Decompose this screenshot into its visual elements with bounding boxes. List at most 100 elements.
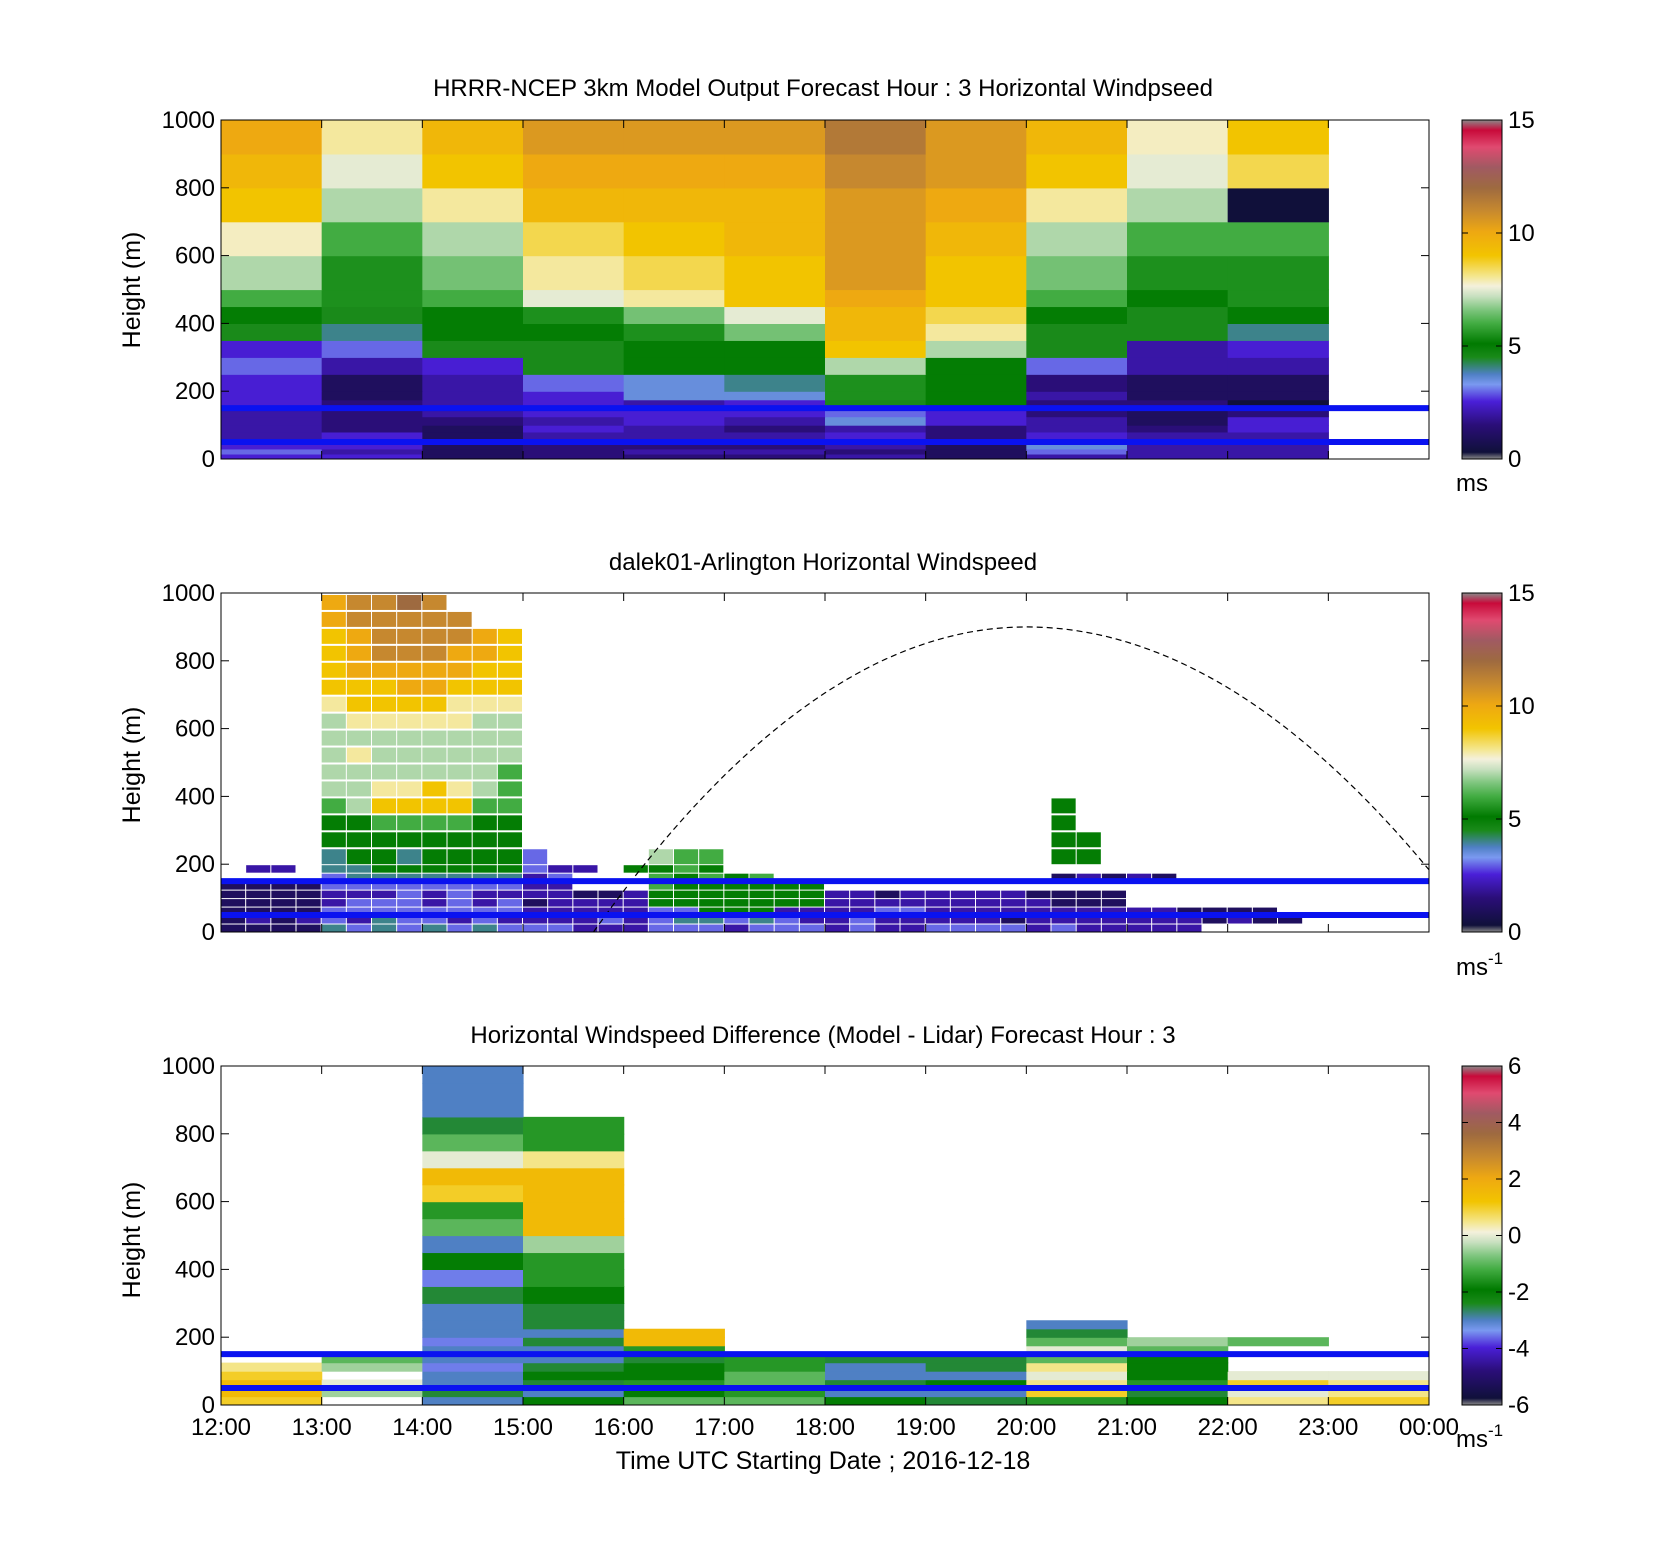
heatmap-cell — [699, 849, 724, 865]
heatmap-cell — [447, 696, 472, 712]
heatmap-cell — [623, 1379, 725, 1389]
heatmap-cell — [422, 408, 524, 418]
heatmap-cell — [221, 448, 323, 455]
heatmap-cell — [523, 1286, 625, 1304]
heatmap-cell — [623, 323, 725, 341]
heatmap-cell — [699, 890, 724, 899]
heatmap-cell — [1227, 443, 1329, 450]
heatmap-cell — [422, 323, 524, 341]
heatmap-cell — [221, 916, 246, 924]
heatmap-cell — [221, 453, 323, 459]
heatmap-cells — [221, 595, 1303, 932]
heatmap-cell — [648, 899, 673, 907]
heatmap-cell — [1026, 1396, 1128, 1405]
heatmap-cell — [1328, 1371, 1429, 1381]
heatmap-cell — [271, 916, 296, 924]
heatmap-cell — [321, 662, 346, 678]
heatmap-cell — [422, 187, 524, 223]
heatmap-cell — [422, 916, 447, 924]
heatmap-cell — [623, 340, 725, 358]
heatmap-cell — [699, 899, 724, 907]
heatmap-cell — [925, 153, 1027, 189]
heatmap-cell — [497, 798, 522, 814]
heatmap-cell — [321, 1354, 423, 1364]
heatmap-cell — [623, 907, 648, 916]
heatmap-cell — [1127, 416, 1229, 426]
heatmap-cell — [497, 832, 522, 848]
heatmap-cell — [472, 873, 497, 882]
heatmap-cell — [976, 916, 1001, 924]
heatmap-cell — [1051, 924, 1076, 932]
x-tick-label: 14:00 — [392, 1414, 452, 1441]
heatmap-cell — [523, 289, 625, 308]
heatmap-cell — [422, 340, 524, 358]
heatmap-cell — [447, 873, 472, 882]
heatmap-cell — [321, 628, 346, 644]
heatmap-cell — [925, 340, 1027, 358]
heatmap-cell — [925, 890, 950, 899]
heatmap-cell — [422, 448, 524, 455]
heatmap-cell — [422, 431, 524, 440]
heatmap-cell — [1051, 899, 1076, 907]
heatmap-cell — [523, 1303, 625, 1321]
heatmap-cell — [321, 187, 423, 223]
heatmap-cell — [925, 306, 1027, 324]
heatmap-cell — [472, 907, 497, 916]
heatmap-cell — [1127, 399, 1229, 409]
heatmap-cell — [1227, 374, 1329, 392]
heatmap-cell — [422, 611, 447, 627]
heatmap-cell — [523, 187, 625, 223]
heatmap-cell — [422, 849, 447, 865]
heatmap-cell — [422, 1252, 524, 1270]
heatmap-cell — [523, 323, 625, 341]
y-tick-label: 400 — [175, 1256, 215, 1283]
heatmap-cell — [497, 815, 522, 831]
heatmap-cell — [523, 1328, 625, 1338]
heatmap-cell — [523, 1354, 625, 1364]
heatmap-cell — [724, 374, 826, 392]
heatmap-cell — [1227, 907, 1252, 916]
heatmap-cell — [321, 255, 423, 291]
heatmap-cell — [447, 764, 472, 780]
heatmap-cell — [321, 595, 346, 610]
heatmap-cell — [523, 1269, 625, 1287]
heatmap-cell — [523, 1362, 625, 1372]
heatmap-cell — [221, 289, 323, 308]
heatmap-cell — [623, 443, 725, 450]
heatmap-cell — [346, 764, 371, 780]
heatmap-cell — [623, 1371, 725, 1381]
heatmap-cell — [523, 849, 548, 865]
heatmap-cell — [321, 611, 346, 627]
heatmap-cell — [221, 443, 323, 450]
heatmap-cell — [523, 1116, 625, 1135]
heatmap-cell — [1127, 408, 1229, 418]
heatmap-cell — [422, 1379, 524, 1389]
heatmap-cell — [1227, 431, 1329, 440]
heatmap-cell — [321, 357, 423, 375]
y-axis-label: Height (m) — [118, 232, 146, 349]
heatmap-cell — [724, 357, 826, 375]
heatmap-cell — [397, 730, 422, 746]
heatmap-cell — [397, 924, 422, 932]
colorbar: 0 5 10 15 — [1461, 580, 1535, 946]
heatmap-cell — [825, 1396, 927, 1405]
heatmap-cell — [221, 153, 323, 189]
heatmap-cell — [623, 153, 725, 189]
heatmap-cell — [422, 1371, 524, 1381]
heatmap-cell — [850, 916, 875, 924]
heatmap-cell — [1227, 221, 1329, 257]
heatmap-cell — [623, 1354, 725, 1364]
y-tick-label: 1000 — [162, 580, 215, 607]
heatmap-cell — [825, 221, 927, 257]
y-tick-label: 400 — [175, 783, 215, 810]
x-tick-label: 16:00 — [594, 1414, 654, 1441]
heatmap-cell — [497, 873, 522, 882]
heatmap-cell — [548, 907, 573, 916]
heatmap-cell — [825, 120, 927, 155]
heatmap-cell — [925, 1362, 1027, 1372]
heatmap-cell — [724, 323, 826, 341]
heatmap-cell — [472, 628, 497, 644]
heatmap-cell — [472, 899, 497, 907]
heatmap-cell — [623, 1337, 725, 1347]
y-tick-label: 800 — [175, 1121, 215, 1148]
